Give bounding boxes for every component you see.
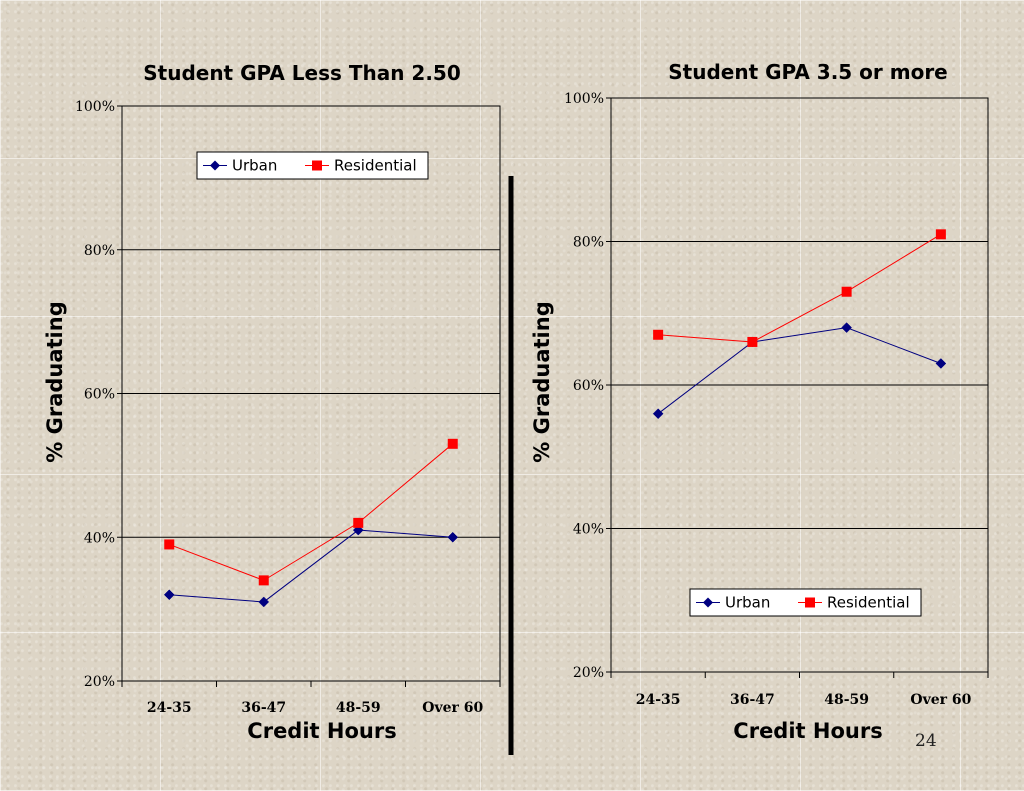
x-tick-label-24-35: 24-35 (636, 692, 681, 708)
chart-title: Student GPA 3.5 or more (668, 60, 948, 84)
data-point-residential (747, 336, 758, 347)
data-point-urban (841, 322, 852, 333)
chart-title: Student GPA Less Than 2.50 (143, 61, 461, 85)
y-tick-label: 60% (573, 378, 604, 394)
y-tick-label: 40% (84, 530, 115, 546)
y-tick-label: 20% (573, 665, 604, 681)
x-tick-label-over-60: Over 60 (910, 692, 971, 708)
legend-label-residential: Residential (334, 157, 417, 175)
data-point-urban (258, 596, 270, 608)
series-line-residential (169, 443, 454, 581)
legend-label-residential: Residential (827, 594, 910, 612)
x-tick-label-36-47: 36-47 (241, 700, 286, 716)
y-tick-label: 80% (573, 235, 604, 251)
series-line-residential (658, 233, 942, 343)
legend-label-urban: Urban (232, 157, 277, 175)
y-tick-label: 60% (84, 387, 115, 403)
legend: Urban Residential (689, 588, 922, 617)
x-tick-label-48-59: 48-59 (824, 692, 869, 708)
data-point-residential (653, 329, 664, 340)
data-point-residential (935, 229, 946, 240)
y-tick-label: 40% (573, 522, 604, 538)
x-tick-label-36-47: 36-47 (730, 692, 775, 708)
data-point-urban (447, 531, 459, 543)
y-tick-label: 100% (75, 99, 115, 115)
legend-marker-residential (805, 597, 815, 608)
legend-marker-urban (703, 597, 713, 608)
series-line-urban (169, 529, 453, 603)
y-tick-label: 100% (564, 91, 604, 107)
data-point-residential (258, 575, 269, 586)
data-point-residential (841, 286, 852, 297)
x-axis-label: Credit Hours (733, 719, 882, 743)
chart-gpa-less-than-2-50: 20% 40% 60% 80% 100% 24-35 36-47 48-59 Over 60 St… (43, 61, 501, 743)
legend-marker-residential (312, 160, 322, 171)
x-tick-label-48-59: 48-59 (336, 700, 381, 716)
data-point-urban (652, 408, 664, 420)
legend-label-urban: Urban (725, 594, 770, 612)
data-point-urban (935, 358, 947, 369)
data-point-residential (447, 438, 458, 449)
x-tick-label-over-60: Over 60 (422, 700, 483, 716)
x-tick-label-24-35: 24-35 (147, 700, 192, 716)
x-axis-label: Credit Hours (247, 719, 396, 743)
series-line-urban (657, 327, 942, 415)
legend-marker-urban (210, 160, 220, 171)
data-point-residential (353, 517, 364, 528)
y-axis-label: % Graduating (43, 301, 67, 463)
legend: Urban Residential (196, 151, 429, 180)
y-axis-label: % Graduating (530, 301, 554, 463)
data-point-residential (164, 539, 175, 550)
page-number: 24 (915, 731, 937, 751)
data-point-urban (163, 589, 175, 601)
y-tick-label: 20% (84, 674, 115, 690)
y-tick-label: 80% (84, 243, 115, 259)
chart-gpa-3-5-or-more: 20% 40% 60% 80% 100% 24-35 36-47 48-59 Over 60 St… (530, 60, 989, 743)
